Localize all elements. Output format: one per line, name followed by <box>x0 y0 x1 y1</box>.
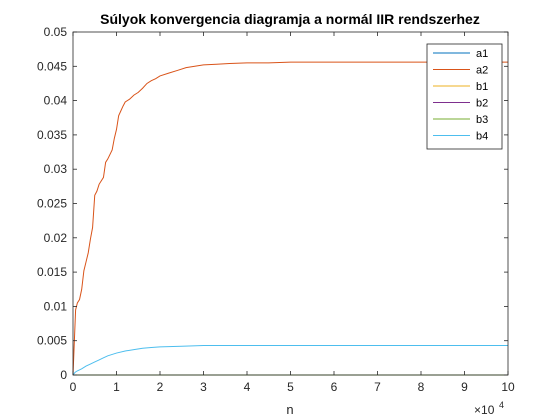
x-axis: 0 1 2 3 4 5 6 7 8 9 10 <box>70 32 515 394</box>
y-tick-label: 0.025 <box>37 197 67 211</box>
legend-label: b4 <box>476 131 488 143</box>
x-tick-label: 7 <box>374 380 381 394</box>
y-tick-label: 0.045 <box>37 59 67 73</box>
y-axis: 0 0.005 0.01 0.015 0.02 0.025 0.03 0.035 0.04 0.0… <box>37 25 508 382</box>
legend-item-a2[interactable]: a2 <box>433 65 488 77</box>
y-tick-label: 0.02 <box>44 231 68 245</box>
x-tick-label: 6 <box>331 380 338 394</box>
legend-box <box>426 43 503 150</box>
x-tick-label: 0 <box>70 380 77 394</box>
legend-label: b2 <box>476 98 488 110</box>
y-tick-label: 0.01 <box>44 299 68 313</box>
legend[interactable]: a1 a2 b1 b2 b3 b4 <box>426 43 503 150</box>
legend-label: a2 <box>476 65 488 77</box>
x-tick-label: 2 <box>157 380 164 394</box>
x-tick-label: 8 <box>418 380 425 394</box>
legend-label: a1 <box>476 48 488 60</box>
series-line-a2 <box>72 61 508 376</box>
series-line-b4 <box>72 345 508 376</box>
legend-label: b1 <box>476 81 488 93</box>
legend-label: b3 <box>476 114 488 126</box>
x-exponent-base: 10 <box>481 403 495 417</box>
legend-item-b3[interactable]: b3 <box>433 114 488 126</box>
legend-item-b1[interactable]: b1 <box>433 81 488 93</box>
x-tick-label: 5 <box>287 380 294 394</box>
legend-item-b4[interactable]: b4 <box>433 131 488 143</box>
x-tick-label: 1 <box>113 380 120 394</box>
x-axis-exponent: ×10 4 <box>474 400 504 417</box>
legend-item-a1[interactable]: a1 <box>433 48 488 60</box>
x-exponent-power: 4 <box>499 400 504 410</box>
y-tick-label: 0.035 <box>37 128 67 142</box>
x-tick-label: 10 <box>501 380 515 394</box>
x-tick-label: 9 <box>461 380 468 394</box>
x-tick-label: 4 <box>244 380 251 394</box>
y-tick-label: 0.04 <box>44 94 68 108</box>
y-tick-label: 0.05 <box>44 25 68 39</box>
y-tick-label: 0.03 <box>44 162 68 176</box>
x-exponent-multiplier: ×10 <box>474 403 495 417</box>
chart-title: Súlyok konvergencia diagramja a normál I… <box>100 11 480 27</box>
y-tick-label: 0.005 <box>37 334 67 348</box>
x-axis-label: n <box>286 402 293 417</box>
x-tick-label: 3 <box>200 380 207 394</box>
legend-item-b2[interactable]: b2 <box>433 98 488 110</box>
y-tick-label: 0.015 <box>37 265 67 279</box>
y-tick-label: 0 <box>60 368 67 382</box>
